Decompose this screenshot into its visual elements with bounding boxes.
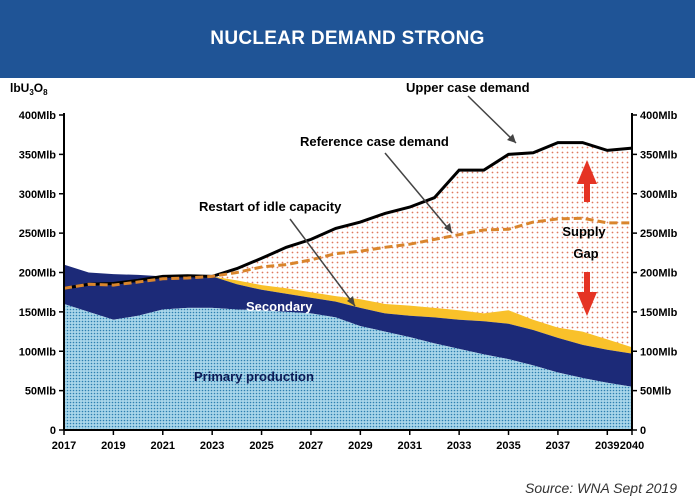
title-banner: NUCLEAR DEMAND STRONG: [0, 0, 695, 78]
y-tick-label-right: 350Mlb: [640, 149, 678, 161]
primary-production-area: [64, 304, 632, 430]
reference-case-arrowhead: [444, 223, 452, 233]
y-tick-label-right: 0: [640, 425, 646, 437]
y-tick-label-right: 100Mlb: [640, 346, 678, 358]
supply-gap-label-2: Gap: [573, 246, 598, 261]
reference-case-pointer: [384, 152, 453, 234]
y-tick-label-left: 200Mlb: [19, 268, 57, 280]
primary-production-label: Primary production: [194, 369, 314, 384]
y-tick-label-left: 400Mlb: [19, 110, 57, 122]
restart-pointer: [289, 218, 356, 307]
reference-case-label-text: Reference case demand: [300, 134, 449, 149]
x-tick-label: 2021: [151, 440, 175, 452]
supply-demand-chart: 0 0 50Mlb 50Mlb 100Mlb 100Mlb 150Mlb 150Mlb 200M…: [10, 80, 678, 452]
restart-label-text: Restart of idle capacity: [199, 199, 342, 214]
gap-arrowhead-up: [577, 160, 597, 184]
x-tick-label: 2019: [101, 440, 125, 452]
supply-gap-area: [64, 142, 632, 348]
y-tick-label-left: 50Mlb: [25, 386, 56, 398]
upper-case-pointer: [467, 95, 517, 144]
y-tick-label-left: 150Mlb: [19, 307, 57, 319]
upper-case-demand-line: [63, 141, 633, 290]
x-tick-label: 2025: [249, 440, 273, 452]
restart-label: Restart of idle capacity: [199, 199, 356, 307]
secondary-label: Secondary: [246, 299, 313, 314]
x-tick-label: 2037: [546, 440, 570, 452]
y-tick-label-right: 400Mlb: [640, 110, 678, 122]
x-tick-label: 2031: [397, 440, 421, 452]
y-tick-label-right: 150Mlb: [640, 307, 678, 319]
x-tick-label: 2033: [447, 440, 471, 452]
x-tick-label: 2027: [299, 440, 323, 452]
supply-gap-indicator: Supply Gap: [562, 160, 606, 316]
restart-arrowhead: [347, 296, 355, 306]
source-note: Source: WNA Sept 2019: [524, 480, 677, 496]
y-axis-label: lbU3O8: [10, 81, 48, 97]
x-tick-label: 2023: [200, 440, 224, 452]
x-tick-label: 2039: [595, 440, 619, 452]
page-title: NUCLEAR DEMAND STRONG: [210, 28, 485, 49]
y-tick-label-left: 100Mlb: [19, 346, 57, 358]
supply-gap-label-1: Supply: [562, 224, 606, 239]
x-tick-label: 2017: [52, 440, 76, 452]
upper-case-label-text: Upper case demand: [406, 80, 530, 95]
secondary-area: [64, 264, 632, 387]
upper-case-arrowhead: [507, 134, 516, 143]
upper-case-label: Upper case demand: [406, 80, 530, 144]
reference-case-label: Reference case demand: [300, 134, 453, 234]
gap-arrowhead-down: [577, 292, 597, 316]
y-tick-label-right: 200Mlb: [640, 268, 678, 280]
x-tick-label: 2029: [348, 440, 372, 452]
y-tick-label-left: 350Mlb: [19, 149, 57, 161]
y-tick-label-right: 250Mlb: [640, 228, 678, 240]
y-tick-label-left: 250Mlb: [19, 228, 57, 240]
y-tick-label-right: 50Mlb: [640, 386, 671, 398]
y-tick-label-left: 300Mlb: [19, 189, 57, 201]
x-tick-label: 2035: [496, 440, 520, 452]
y-tick-label-left: 0: [50, 425, 56, 437]
axes: [63, 113, 633, 431]
y-tick-label-right: 300Mlb: [640, 189, 678, 201]
x-tick-label: 2040: [620, 440, 644, 452]
